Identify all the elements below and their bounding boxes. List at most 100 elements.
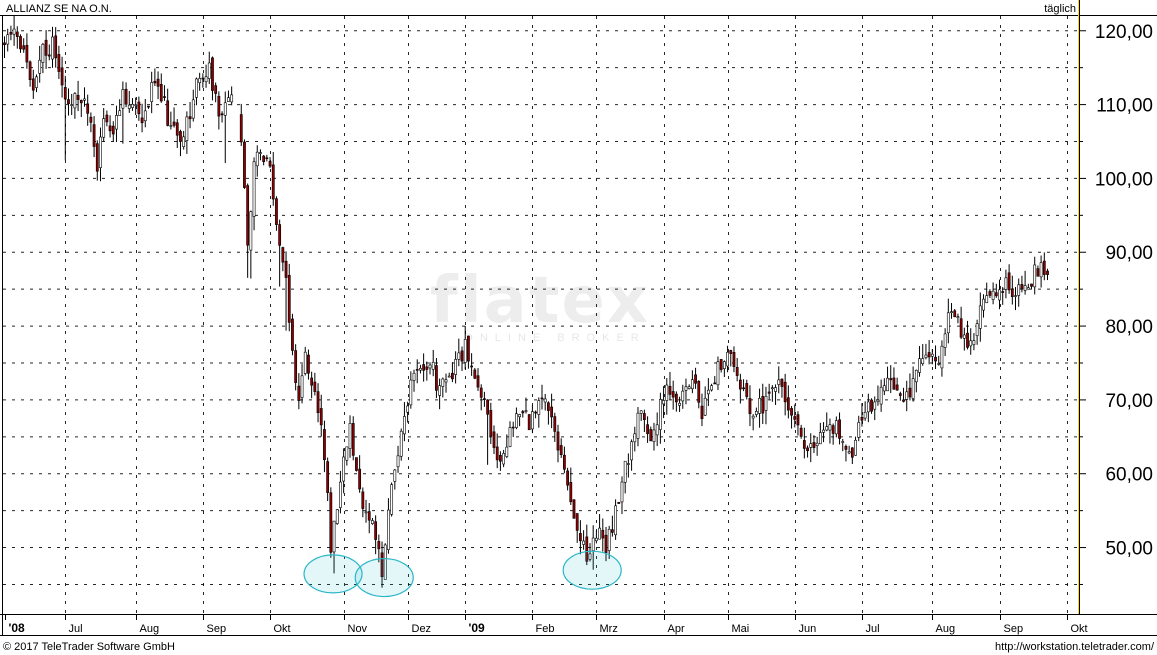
candle-body [866,401,870,413]
candle-body [134,104,138,107]
candle-body [412,372,416,381]
low-highlight-ellipse [562,550,622,590]
candle-body [975,323,979,337]
candle-body [994,292,998,297]
candle-body [553,416,557,432]
candle-body [902,399,905,402]
grid [3,16,1078,614]
candle-body [358,468,362,490]
candle-body [460,350,464,362]
candle-body [303,351,307,374]
candle-body [988,291,992,296]
candle-body [211,57,214,91]
candle-body [620,481,624,503]
source-url-link[interactable]: http://workstation.teletrader.com/ [995,641,1155,653]
candle-body [415,369,419,371]
candle-body [422,364,426,371]
candle-body [323,429,326,461]
candle-body [227,97,230,102]
candle-body [706,389,710,395]
candle-body [275,198,278,225]
candle-body [121,89,125,109]
candle-body [681,390,685,402]
candle-body [425,366,429,370]
candle-body [850,447,854,458]
candle-body [591,537,595,551]
candle-body [239,114,243,143]
candle-body [927,352,931,358]
watermark: flatex ONLINE BROKER [430,264,648,344]
candle-body [271,164,275,200]
x-tick-label: Feb [536,623,555,635]
candle-body [441,378,445,387]
candle-body [543,398,547,403]
candle-body [383,544,387,580]
candle-body [6,34,10,45]
candle-body [905,391,909,400]
candle-body [156,78,160,87]
y-axis: 120,00 110,00 100,00 90,00 80,00 70,00 60,00 50… [1079,22,1153,585]
candle-body [1020,284,1024,290]
candle-body [735,367,739,376]
candle-body [470,365,474,368]
candle-body [435,365,438,391]
candle-body [758,398,761,414]
candle-body [476,375,480,388]
candle-body [51,36,54,60]
candle-body [934,356,937,362]
frame [0,0,1157,636]
candle-body [924,354,928,358]
candle-body [751,415,755,419]
candle-body [713,382,717,385]
candle-body [15,31,19,37]
candle-body [642,413,646,421]
candle-body [764,395,768,411]
candle-body [67,99,70,104]
candle-body [284,260,288,278]
candle-body [201,77,205,80]
candle-body [287,274,291,323]
candle-body [857,422,861,438]
candle-body [559,445,563,455]
candle-body [649,429,653,442]
candle-body [310,377,314,386]
candle-body [790,408,793,416]
candle-body [825,426,829,431]
candle-body [140,117,144,124]
candle-body [921,358,925,364]
candle-body [143,110,147,122]
candle-body [175,122,179,136]
candle-body [614,505,617,536]
candle-body [281,247,285,263]
candle-body [674,393,678,403]
candle-body [265,157,269,160]
candle-body [300,375,304,398]
candle-body [268,160,272,167]
candle-body [943,333,947,348]
candle-body [137,101,141,115]
candle-body [665,384,669,401]
candle-body [495,446,499,461]
candle-body [854,439,857,456]
candle-body [95,143,99,172]
candle-body [188,116,192,120]
candle-body [502,453,505,465]
candle-body [467,335,470,362]
candle-body [230,94,234,103]
candle-body [217,95,221,117]
candle-body [774,387,777,392]
candle-body [991,290,995,300]
candle-body [76,94,80,100]
candle-body [770,387,774,390]
candle-body [515,413,518,428]
candle-body [1007,272,1011,291]
candle-body [831,425,835,434]
candle-body [796,414,800,426]
candle-body [118,110,122,116]
candle-body [19,36,22,50]
candle-body [626,463,630,465]
candle-body [588,553,592,560]
candle-body [92,124,96,147]
candle-body [969,340,973,347]
candle-body [9,32,13,35]
